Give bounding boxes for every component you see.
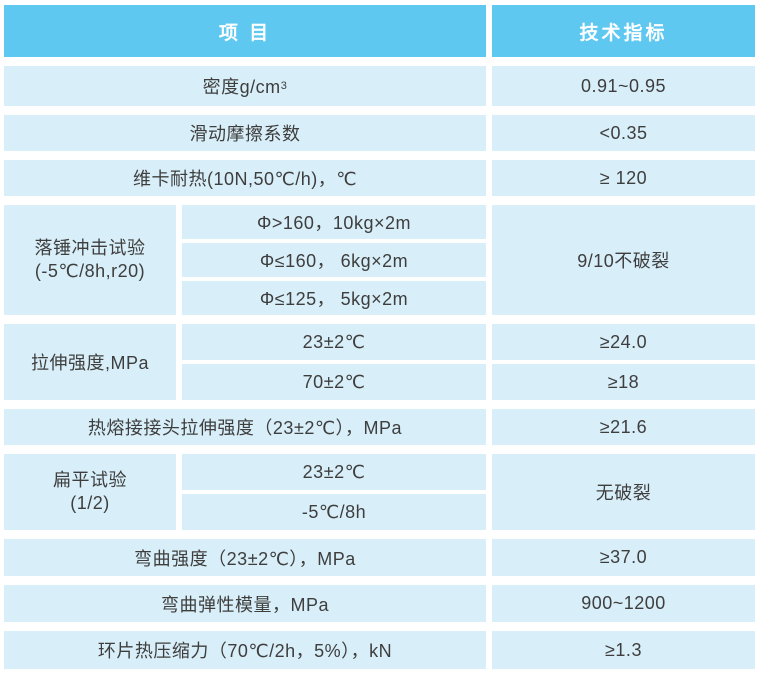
item-cell: 热熔接接头拉伸强度（23±2℃），MPa [4, 409, 486, 445]
group-label-line2: (1/2) [70, 493, 110, 513]
header-cell-item: 项 目 [4, 5, 486, 57]
sub-condition-cell: Φ>160，10kg×2m [182, 205, 486, 239]
table-row-fusion-joint: 热熔接接头拉伸强度（23±2℃），MPa ≥21.6 [4, 409, 755, 445]
group-label-line1: 扁平试验 [53, 469, 127, 490]
value-cell: ≥24.0 [492, 324, 755, 360]
group-label-line1: 落锤冲击试验 [34, 237, 146, 258]
sub-values: ≥24.0 ≥18 [492, 324, 755, 400]
table-row-ring-compression: 环片热压缩力（70℃/2h，5%），kN ≥1.3 [4, 631, 755, 669]
sub-condition-cell: Φ≤160， 6kg×2m [182, 243, 486, 277]
sub-condition-cell: 70±2℃ [182, 364, 486, 400]
value-cell: ≥21.6 [492, 409, 755, 445]
item-label: 密度g/cm [202, 77, 281, 97]
sub-condition-cell: Φ≤125， 5kg×2m [182, 281, 486, 315]
value-cell: 无破裂 [492, 454, 755, 530]
sub-conditions: 23±2℃ 70±2℃ [182, 324, 486, 400]
table-header-row: 项 目 技术指标 [4, 5, 755, 57]
group-label-line2: (-5℃/8h,r20) [34, 261, 146, 281]
item-cell: 弯曲强度（23±2℃），MPa [4, 539, 486, 576]
group-label-cell: 落锤冲击试验 (-5℃/8h,r20) [4, 205, 176, 315]
table-row-vicat: 维卡耐热(10N,50℃/h)，℃ ≥ 120 [4, 160, 755, 196]
value-cell: ≥37.0 [492, 539, 755, 576]
table-group-tensile: 拉伸强度,MPa 23±2℃ 70±2℃ ≥24.0 ≥18 [4, 324, 755, 400]
item-cell: 环片热压缩力（70℃/2h，5%），kN [4, 631, 486, 669]
value-cell: 900~1200 [492, 585, 755, 622]
table-row-friction: 滑动摩擦系数 <0.35 [4, 115, 755, 151]
item-cell: 维卡耐热(10N,50℃/h)，℃ [4, 160, 486, 196]
header-cell-spec: 技术指标 [492, 5, 755, 57]
value-cell: <0.35 [492, 115, 755, 151]
sub-condition-cell: 23±2℃ [182, 324, 486, 360]
group-label-cell: 扁平试验 (1/2) [4, 454, 176, 530]
table-row-bending-strength: 弯曲强度（23±2℃），MPa ≥37.0 [4, 539, 755, 576]
table-group-flattening: 扁平试验 (1/2) 23±2℃ -5℃/8h 无破裂 [4, 454, 755, 530]
table-row-flexural-modulus: 弯曲弹性模量，MPa 900~1200 [4, 585, 755, 622]
sub-condition-cell: 23±2℃ [182, 454, 486, 490]
value-cell: 9/10不破裂 [492, 205, 755, 315]
value-cell: ≥1.3 [492, 631, 755, 669]
item-cell: 密度g/cm 3 [4, 66, 486, 106]
table-row-density: 密度g/cm 3 0.91~0.95 [4, 66, 755, 106]
sub-conditions: Φ>160，10kg×2m Φ≤160， 6kg×2m Φ≤125， 5kg×2… [182, 205, 486, 315]
sub-condition-cell: -5℃/8h [182, 494, 486, 530]
item-cell: 滑动摩擦系数 [4, 115, 486, 151]
sub-conditions: 23±2℃ -5℃/8h [182, 454, 486, 530]
value-cell: ≥18 [492, 364, 755, 400]
value-cell: 0.91~0.95 [492, 66, 755, 106]
value-cell: ≥ 120 [492, 160, 755, 196]
group-label-cell: 拉伸强度,MPa [4, 324, 176, 400]
item-cell: 弯曲弹性模量，MPa [4, 585, 486, 622]
table-group-impact: 落锤冲击试验 (-5℃/8h,r20) Φ>160，10kg×2m Φ≤160，… [4, 205, 755, 315]
